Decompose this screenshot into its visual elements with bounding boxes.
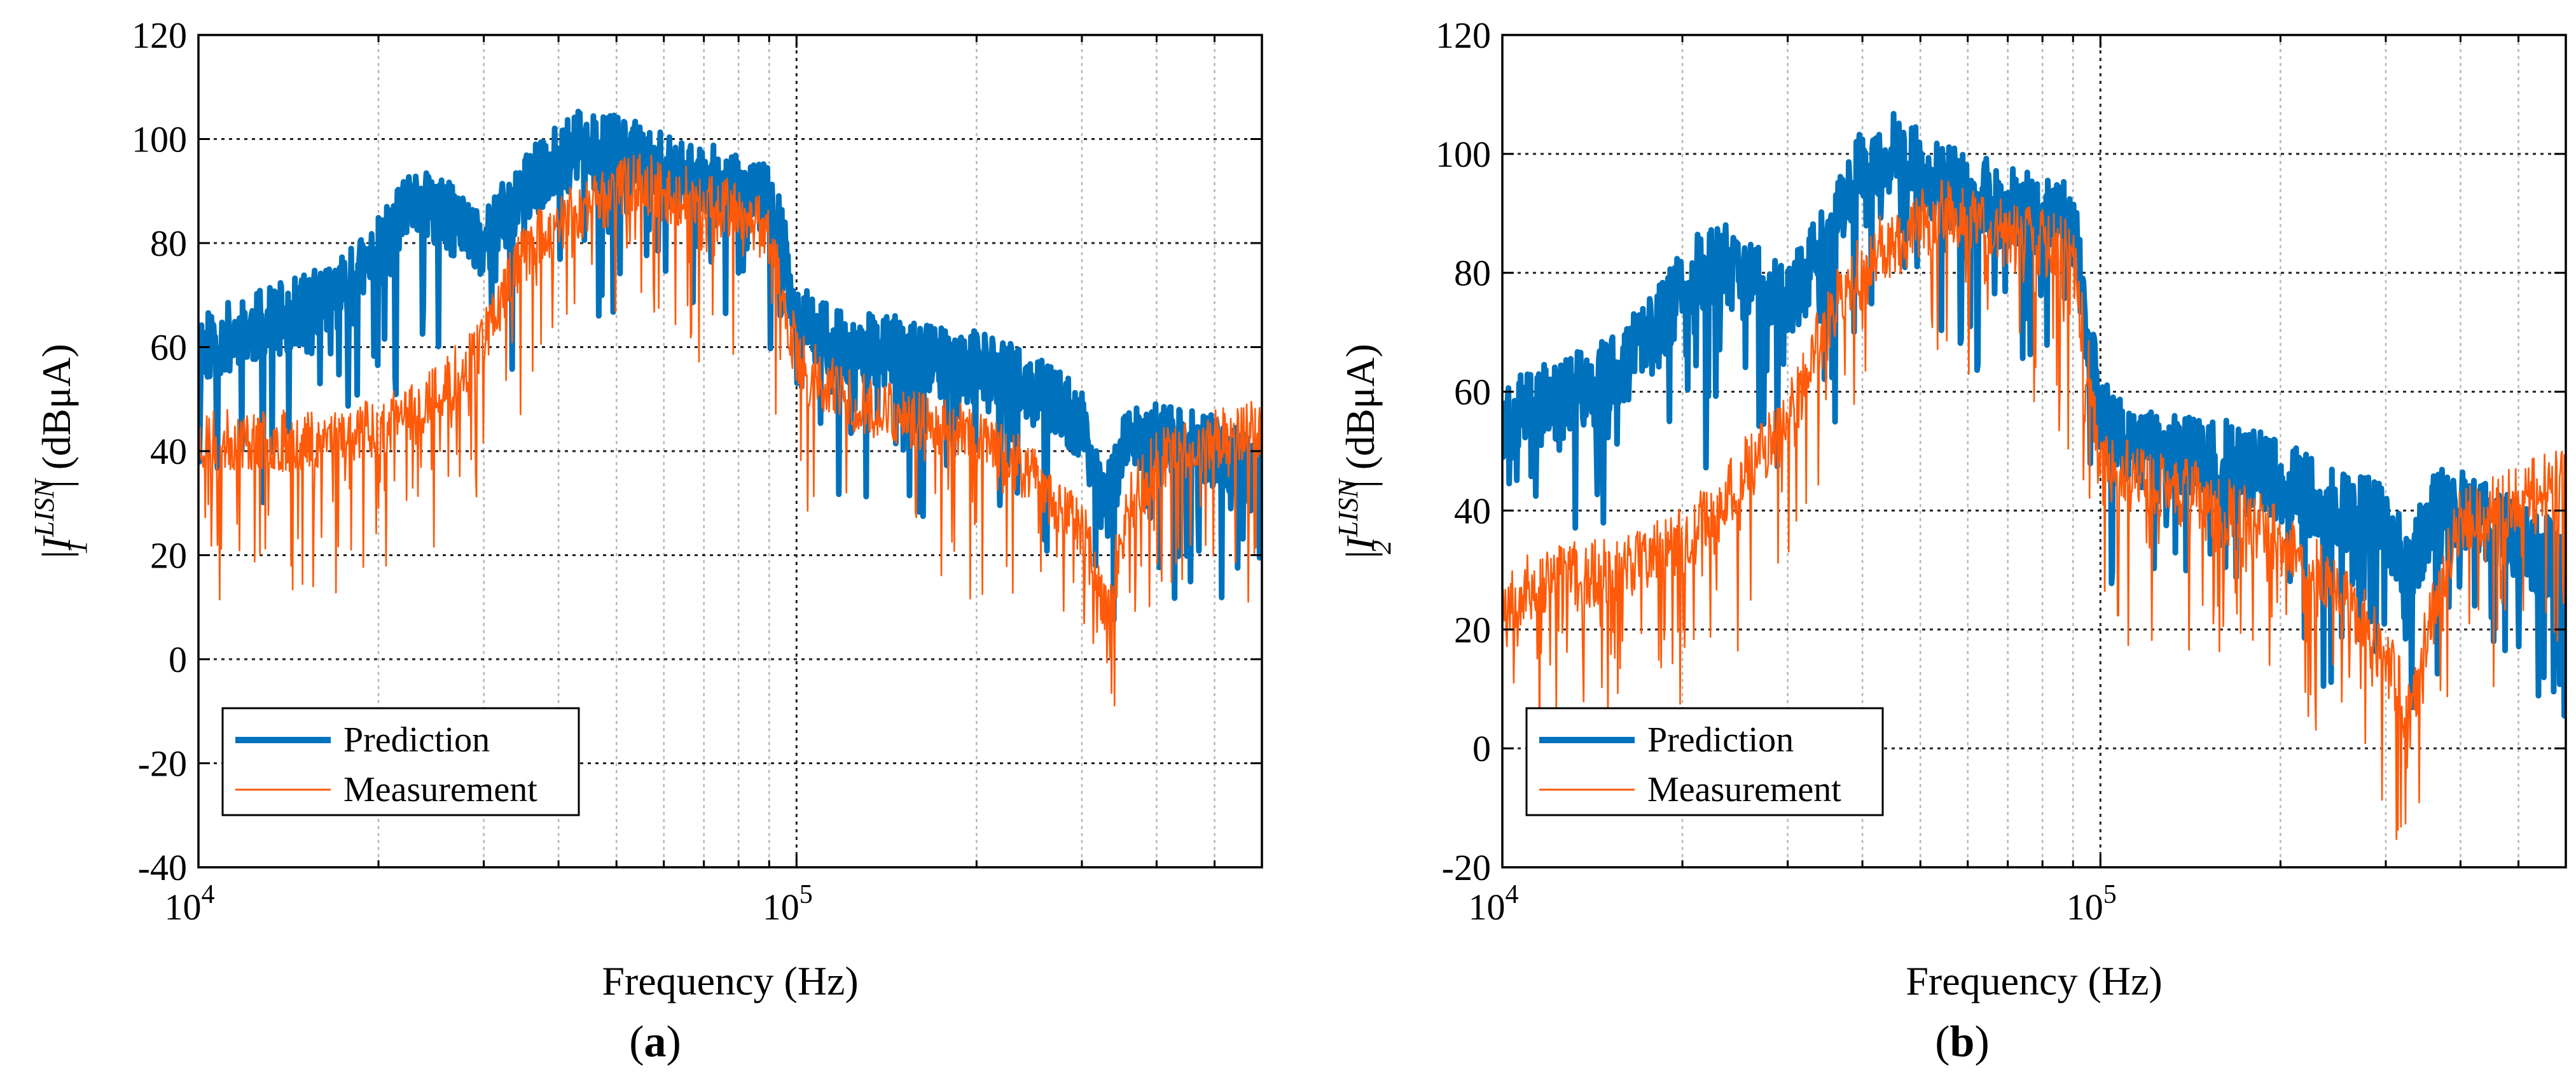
- y-tick-label: 80: [150, 223, 187, 264]
- y-tick-label: 120: [1436, 15, 1491, 56]
- y-tick-label: 0: [1472, 728, 1491, 769]
- y-label-prefix: |: [1338, 550, 1383, 559]
- legend: Prediction Measurement: [221, 707, 580, 816]
- y-label-symbol: I: [34, 535, 79, 551]
- y-tick-label: 20: [150, 535, 187, 576]
- series-group: [198, 108, 1262, 707]
- y-tick-label: 60: [1454, 372, 1491, 413]
- y-label-symbol: I: [1338, 535, 1383, 551]
- x-axis-label: Frequency (Hz): [602, 958, 858, 1003]
- x-tick-exponent: 4: [202, 880, 215, 909]
- legend-label-prediction: Prediction: [343, 720, 490, 760]
- x-tick-label: 105: [2067, 880, 2117, 928]
- panel-label-close: ): [1974, 1017, 1989, 1066]
- y-tick-label: 80: [1454, 253, 1491, 294]
- axes-box: [1501, 34, 2567, 869]
- panel-label-close: ): [667, 1017, 681, 1066]
- y-axis-label: |ILISN1 | (dBμA): [29, 344, 93, 558]
- panel-label: (a): [629, 1017, 681, 1066]
- legend: Prediction Measurement: [1525, 707, 1884, 816]
- x-tick-base: 10: [1469, 886, 1506, 928]
- x-tick-base: 10: [763, 886, 800, 928]
- y-axis-label: |ILISN2 | (dBμA): [1333, 344, 1397, 558]
- series-line-measurement: [198, 153, 1262, 707]
- y-label-suffix: | (dBμA): [1338, 344, 1383, 488]
- series-group: [1502, 111, 2566, 841]
- legend-label-measurement: Measurement: [343, 770, 537, 809]
- x-axis-label: Frequency (Hz): [1906, 958, 2162, 1003]
- y-label-subscript: 1: [62, 540, 93, 554]
- y-tick-label: 60: [150, 327, 187, 368]
- x-tick-exponent: 4: [1506, 880, 1519, 909]
- panel-label: (b): [1935, 1017, 1990, 1066]
- x-tick-base: 10: [2067, 886, 2103, 928]
- legend-box: [221, 707, 580, 816]
- series-line-measurement: [1502, 179, 2566, 841]
- y-tick-label: -20: [1442, 847, 1491, 888]
- series-line-prediction: [198, 108, 1262, 623]
- panel-label-letter: b: [1950, 1017, 1975, 1066]
- y-label-subscript: 2: [1366, 540, 1397, 554]
- y-tick-label: -40: [138, 847, 187, 888]
- y-tick-label: 40: [150, 431, 187, 472]
- y-label-superscript: LISN: [29, 477, 60, 537]
- panel-label-letter: a: [644, 1017, 667, 1066]
- y-tick-label: 0: [169, 639, 187, 680]
- y-label-superscript: LISN: [1333, 477, 1364, 537]
- y-tick-label: -20: [138, 743, 187, 785]
- y-tick-label: 20: [1454, 609, 1491, 650]
- y-tick-label: 40: [1454, 490, 1491, 531]
- y-tick-label: 100: [1436, 134, 1491, 175]
- x-tick-base: 10: [165, 886, 202, 928]
- x-tick-label: 105: [763, 880, 813, 928]
- y-label-prefix: |: [34, 550, 79, 559]
- panel-label-open: (: [1935, 1017, 1949, 1066]
- legend-box: [1525, 707, 1884, 816]
- x-tick-exponent: 5: [2103, 880, 2117, 909]
- legend-label-measurement: Measurement: [1647, 770, 1841, 809]
- legend-label-prediction: Prediction: [1647, 720, 1794, 760]
- y-label-suffix: | (dBμA): [34, 344, 79, 488]
- panel-label-open: (: [629, 1017, 644, 1066]
- x-tick-exponent: 5: [800, 880, 813, 909]
- y-tick-label: 100: [132, 119, 187, 160]
- x-tick-label: 104: [165, 880, 215, 928]
- x-tick-label: 104: [1469, 880, 1519, 928]
- y-tick-label: 120: [132, 15, 187, 56]
